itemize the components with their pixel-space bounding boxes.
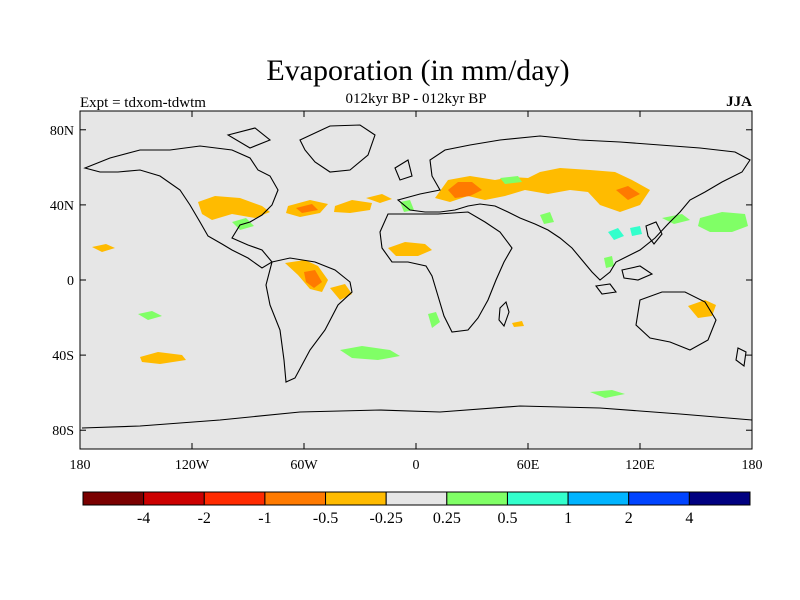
experiment-label: Expt = tdxom-tdwtm xyxy=(80,95,206,111)
plot-title: Evaporation (in mm/day) xyxy=(266,54,569,87)
colorbar-swatch xyxy=(143,491,205,506)
lat-tick-label: 80S xyxy=(52,424,74,439)
lat-tick-label: 0 xyxy=(67,274,74,289)
colorbar-label: -2 xyxy=(198,510,211,527)
lon-tick-label: 0 xyxy=(413,458,420,473)
colorbar-label: -0.25 xyxy=(370,510,403,527)
colorbar-label: 1 xyxy=(564,510,572,527)
latitude-axis: 80N 40N 0 40S 80S xyxy=(50,124,752,439)
lat-tick-label: 80N xyxy=(50,124,74,139)
colorbar-label: 2 xyxy=(625,510,633,527)
colorbar-swatch xyxy=(506,491,569,506)
lon-tick-label: 60E xyxy=(517,458,540,473)
longitude-axis: 180 120W 60W 0 60E 120E 180 xyxy=(70,111,763,473)
colorbar-label: 4 xyxy=(685,510,693,527)
colorbar-label: -0.5 xyxy=(313,510,338,527)
coastlines xyxy=(81,124,752,429)
lon-tick-label: 180 xyxy=(742,458,763,473)
lat-tick-label: 40S xyxy=(52,349,74,364)
colorbar-swatch xyxy=(446,491,508,506)
lat-tick-label: 40N xyxy=(50,199,74,214)
colorbar-swatch xyxy=(82,491,145,506)
lon-tick-label: 120W xyxy=(175,458,210,473)
lon-tick-label: 120E xyxy=(625,458,655,473)
colorbar-label: 0.25 xyxy=(433,510,461,527)
colorbar-swatch xyxy=(567,491,630,506)
colorbar-swatch xyxy=(264,491,327,506)
anomaly-shading xyxy=(92,168,748,398)
colorbar-label: -4 xyxy=(137,510,150,527)
colorbar-swatch xyxy=(325,491,387,506)
colorbar-swatch xyxy=(203,491,266,506)
lon-tick-label: 60W xyxy=(290,458,318,473)
lon-tick-label: 180 xyxy=(70,458,91,473)
plot-subtitle: 012kyr BP - 012kyr BP xyxy=(345,91,486,107)
colorbar-label: -1 xyxy=(258,510,271,527)
map-panel: 80N 40N 0 40S 80S 180 120W 60W 0 60E 120E 180 xyxy=(50,110,763,473)
season-label: JJA xyxy=(726,94,752,110)
colorbar-swatch xyxy=(688,491,751,506)
map-background xyxy=(79,110,753,450)
colorbar: -4 -2 -1 -0.5 -0.25 0.25 0.5 1 2 4 xyxy=(82,491,751,527)
colorbar-swatch xyxy=(385,491,448,506)
colorbar-label: 0.5 xyxy=(497,510,517,527)
colorbar-swatch xyxy=(628,491,690,506)
